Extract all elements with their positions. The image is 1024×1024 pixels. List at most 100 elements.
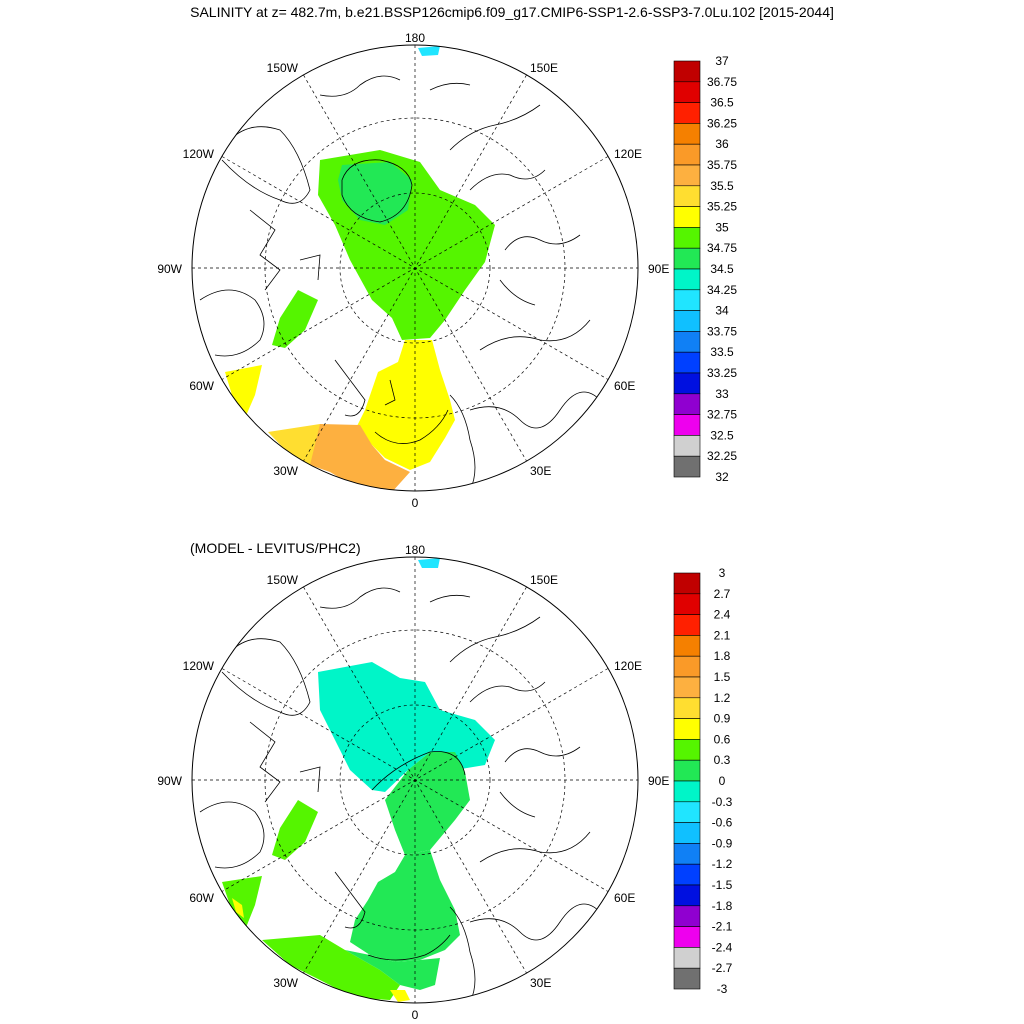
colorbar2-swatch bbox=[673, 697, 701, 719]
colorbar2-label: 1.2 bbox=[714, 691, 731, 705]
colorbar1-label: 33 bbox=[715, 387, 729, 401]
colorbar1-label: 36.25 bbox=[707, 116, 737, 130]
colorbar1-swatch bbox=[673, 81, 701, 103]
colorbar1-swatch bbox=[673, 372, 701, 395]
colorbar1-swatch bbox=[673, 60, 701, 83]
colorbar1-swatch bbox=[673, 268, 701, 291]
field-fram-strait bbox=[355, 340, 455, 470]
lon-label-150w: 150W bbox=[267, 61, 299, 75]
colorbar1-label: 33.5 bbox=[710, 345, 734, 359]
lon-label-120w: 120W bbox=[183, 147, 215, 161]
diff-field-labrador-high bbox=[232, 898, 244, 918]
colorbar2-swatch bbox=[673, 884, 701, 907]
colorbar1-label: 32.75 bbox=[707, 408, 737, 422]
colorbar1-label: 35.75 bbox=[707, 158, 737, 172]
colorbar2-label: -0.6 bbox=[712, 816, 733, 830]
colorbar1-swatch bbox=[673, 143, 701, 166]
colorbar2-label: -0.9 bbox=[712, 836, 733, 850]
colorbar2-swatch bbox=[673, 572, 701, 595]
diff-field-fram-positive bbox=[350, 850, 460, 962]
colorbar2-swatch bbox=[673, 947, 701, 969]
colorbar1-label: 34.25 bbox=[707, 283, 737, 297]
colorbar1-label: 35 bbox=[715, 220, 729, 234]
colorbar1-swatch bbox=[673, 393, 701, 415]
difference-colorbar: 3 2.7 2.4 2.1 1.8 1.5 1.2 0.9 0.6 0.3 0 -0.3 -0.6 -0.… bbox=[673, 566, 733, 996]
colorbar2-swatch bbox=[673, 718, 701, 740]
colorbar1-label: 36.5 bbox=[710, 96, 734, 110]
lon-label-90e: 90E bbox=[648, 262, 669, 276]
colorbar1-swatch bbox=[673, 164, 701, 187]
colorbar1-label: 36.75 bbox=[707, 75, 737, 89]
colorbar1-swatch bbox=[673, 102, 701, 124]
diff-field-labrador bbox=[222, 876, 262, 930]
field-canada-basin bbox=[338, 162, 412, 225]
colorbar2-swatch bbox=[673, 655, 701, 678]
colorbar2-swatch bbox=[673, 926, 701, 948]
colorbar1-label: 32 bbox=[715, 470, 729, 484]
colorbar2-label: -1.2 bbox=[712, 857, 733, 871]
diff-field-irminger bbox=[262, 935, 400, 1000]
colorbar2-label: 0.9 bbox=[714, 712, 731, 726]
colorbar2-swatch bbox=[673, 905, 701, 927]
colorbar1-label: 34.5 bbox=[710, 262, 734, 276]
colorbar2-swatch bbox=[673, 843, 701, 865]
colorbar1-label: 36 bbox=[715, 137, 729, 151]
colorbar2-swatch bbox=[673, 967, 701, 990]
field-baffin bbox=[272, 290, 318, 348]
colorbar2-label: -2.1 bbox=[712, 920, 733, 934]
contour-34-75 bbox=[341, 159, 413, 223]
contour-35-25 bbox=[374, 409, 449, 444]
colorbar2-label: 0.6 bbox=[714, 732, 731, 746]
colorbar2-swatch bbox=[673, 780, 701, 803]
lon-label-180: 180 bbox=[405, 31, 425, 45]
colorbar1-swatch bbox=[673, 310, 701, 332]
salinity-colorbar: 37 36.75 36.5 36.25 36 35.75 35.5 35.25 35 34.75 3… bbox=[673, 54, 737, 484]
colorbar2-label: 2.4 bbox=[714, 608, 731, 622]
colorbar1-swatch bbox=[673, 185, 701, 207]
colorbar2-swatch bbox=[673, 822, 701, 844]
colorbar2-swatch bbox=[673, 614, 701, 636]
colorbar1-swatch bbox=[673, 123, 701, 145]
colorbar2-swatch bbox=[673, 801, 701, 823]
colorbar1-label: 33.25 bbox=[707, 366, 737, 380]
colorbar1-swatch bbox=[673, 227, 701, 249]
difference-subtitle: (MODEL - LEVITUS/PHC2) bbox=[190, 540, 361, 556]
diff-lon-label-0: 0 bbox=[412, 1008, 419, 1022]
colorbar2-swatch bbox=[673, 863, 701, 886]
colorbar2-label: 2.7 bbox=[714, 587, 731, 601]
diff-lon-label-120e: 120E bbox=[614, 659, 642, 673]
colorbar1-label: 34 bbox=[715, 304, 729, 318]
diff-field-bering bbox=[418, 558, 440, 568]
diff-field-norway-yellow bbox=[390, 990, 410, 1002]
diff-lon-label-150e: 150E bbox=[530, 573, 558, 587]
colorbar2-label: -1.5 bbox=[712, 878, 733, 892]
diff-lon-label-30w: 30W bbox=[273, 976, 298, 990]
colorbar2-label: 3 bbox=[719, 566, 726, 580]
colorbar1-label: 37 bbox=[715, 54, 729, 68]
colorbar1-label: 32.5 bbox=[710, 428, 734, 442]
diff-lon-label-90w: 90W bbox=[157, 774, 182, 788]
lon-label-30e: 30E bbox=[530, 464, 551, 478]
colorbar2-label: -3 bbox=[717, 982, 728, 996]
colorbar1-swatch bbox=[673, 247, 701, 270]
field-bering bbox=[418, 46, 440, 56]
diff-lon-label-180: 180 bbox=[405, 543, 425, 557]
colorbar2-label: -1.8 bbox=[712, 899, 733, 913]
colorbar2-label: 0.3 bbox=[714, 753, 731, 767]
diff-contour-fram bbox=[367, 934, 451, 961]
diff-longitude-labels: 180 0 90W 90E 150W 150E 120W 120E 60W 60… bbox=[157, 543, 669, 1022]
diff-field-baffin bbox=[272, 800, 318, 860]
colorbar2-swatch bbox=[673, 593, 701, 615]
colorbar2-label: -0.3 bbox=[712, 795, 733, 809]
plot-title: SALINITY at z= 482.7m, b.e21.BSSP126cmip… bbox=[190, 4, 834, 20]
diff-field-iceland-basin bbox=[345, 950, 440, 990]
diff-lon-label-90e: 90E bbox=[648, 774, 669, 788]
colorbar2-label: 2.1 bbox=[714, 628, 731, 642]
lon-label-60w: 60W bbox=[189, 379, 214, 393]
colorbar2-label: -2.7 bbox=[712, 961, 733, 975]
lon-label-120e: 120E bbox=[614, 147, 642, 161]
diff-graticule bbox=[192, 557, 638, 1003]
lon-label-90w: 90W bbox=[157, 262, 182, 276]
diff-map-boundary bbox=[191, 556, 639, 1004]
